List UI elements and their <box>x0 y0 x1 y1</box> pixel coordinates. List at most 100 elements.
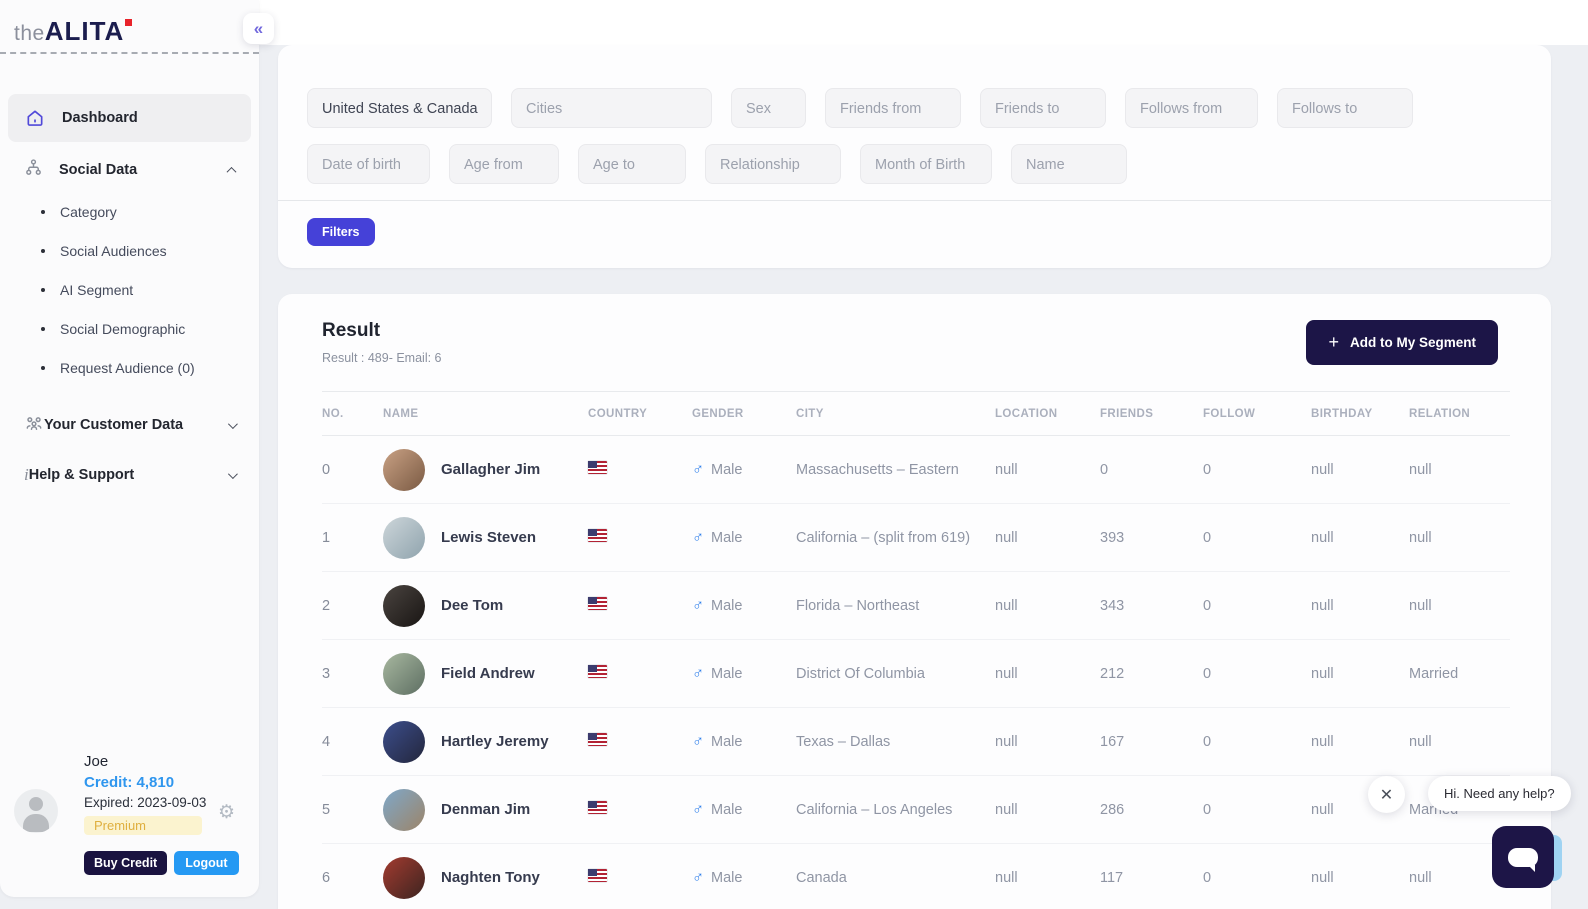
male-icon: ♂ <box>692 732 704 750</box>
cell-gender: ♂ Male <box>692 733 796 751</box>
table-row[interactable]: 1 Lewis Steven ♂ Male California – (split… <box>322 504 1510 572</box>
table-row[interactable]: 3 Field Andrew ♂ Male District Of Columbi… <box>322 640 1510 708</box>
sidebar-item-dashboard[interactable]: Dashboard <box>8 94 251 142</box>
cell-relation: null <box>1409 869 1432 886</box>
us-flag-icon <box>588 597 607 610</box>
result-table: NO. NAME COUNTRY GENDER CITY LOCATION FR… <box>322 391 1510 909</box>
add-to-segment-button[interactable]: + Add to My Segment <box>1306 320 1498 365</box>
cell-follow: 0 <box>1203 733 1212 750</box>
filter-input-relationship[interactable]: Relationship <box>705 144 841 184</box>
column-header-gender[interactable]: GENDER <box>692 407 744 420</box>
sidebar-group-customer-data[interactable]: Your Customer Data <box>8 403 251 447</box>
person-name: Denman Jim <box>441 801 531 818</box>
column-header-birthday[interactable]: BIRTHDAY <box>1311 407 1373 420</box>
plus-icon: + <box>1328 332 1339 352</box>
sidebar-item-social-audiences[interactable]: Social Audiences <box>41 231 251 270</box>
cell-location: null <box>995 869 1018 886</box>
table-row[interactable]: 2 Dee Tom ♂ Male Florida – Northeast null… <box>322 572 1510 640</box>
cell-location: null <box>995 665 1018 682</box>
gender-label: Male <box>711 597 743 614</box>
cell-country <box>588 869 692 886</box>
home-icon <box>24 108 46 128</box>
sidebar-item-label: Dashboard <box>62 110 138 126</box>
person-name: Naghten Tony <box>441 869 540 886</box>
us-flag-icon <box>588 733 607 746</box>
sidebar-item-category[interactable]: Category <box>41 192 251 231</box>
cell-friends: 167 <box>1100 733 1125 750</box>
filter-input-name[interactable]: Name <box>1011 144 1127 184</box>
table-row[interactable]: 6 Naghten Tony ♂ Male Canada null 117 0 n… <box>322 844 1510 909</box>
result-title: Result <box>322 320 381 341</box>
filter-input-follows-to[interactable]: Follows to <box>1277 88 1413 128</box>
bullet-icon <box>41 248 45 253</box>
logout-button[interactable]: Logout <box>174 851 239 875</box>
chevron-down-icon <box>227 418 238 429</box>
sidebar-item-social-demographic[interactable]: Social Demographic <box>41 309 251 348</box>
cell-name: Naghten Tony <box>383 856 588 899</box>
filter-divider <box>278 200 1551 201</box>
cell-friends: 212 <box>1100 665 1125 682</box>
cell-birthday: null <box>1311 597 1334 614</box>
filter-input-date-of-birth[interactable]: Date of birth <box>307 144 430 184</box>
cell-relation: null <box>1409 733 1432 750</box>
column-header-name[interactable]: NAME <box>383 407 419 420</box>
filter-input-friends-from[interactable]: Friends from <box>825 88 961 128</box>
double-chevron-left-icon: « <box>253 18 264 38</box>
column-header-city[interactable]: CITY <box>796 407 824 420</box>
cell-country <box>588 597 692 614</box>
filter-input-age-from[interactable]: Age from <box>449 144 559 184</box>
us-flag-icon <box>588 665 607 678</box>
cell-country <box>588 733 692 750</box>
table-row[interactable]: 0 Gallagher Jim ♂ Male Massachusetts – Ea… <box>322 436 1510 504</box>
filter-input-cities[interactable]: Cities <box>511 88 712 128</box>
column-header-follow[interactable]: FOLLOW <box>1203 407 1256 420</box>
cell-friends: 343 <box>1100 597 1125 614</box>
sidebar-group-help-support[interactable]: i Help & Support <box>8 453 251 497</box>
gender-label: Male <box>711 801 743 818</box>
avatar <box>383 448 425 491</box>
sitemap-icon <box>24 158 43 182</box>
filter-input-month-of-birth[interactable]: Month of Birth <box>860 144 992 184</box>
filter-input-united-states-canada[interactable]: United States & Canada <box>307 88 492 128</box>
male-icon: ♂ <box>692 664 704 682</box>
column-header-friends[interactable]: FRIENDS <box>1100 407 1154 420</box>
cell-location: null <box>995 801 1018 818</box>
sidebar-item-ai-segment[interactable]: AI Segment <box>41 270 251 309</box>
column-header-location[interactable]: LOCATION <box>995 407 1058 420</box>
chat-launcher-button[interactable] <box>1492 826 1554 888</box>
gender-label: Male <box>711 665 743 682</box>
filter-input-friends-to[interactable]: Friends to <box>980 88 1106 128</box>
cell-name: Denman Jim <box>383 788 588 831</box>
bullet-icon <box>41 209 45 214</box>
filters-button[interactable]: Filters <box>307 218 375 246</box>
table-header-row: NO. NAME COUNTRY GENDER CITY LOCATION FR… <box>322 391 1510 436</box>
sidebar-item-request-audience[interactable]: Request Audience (0) <box>41 348 251 387</box>
filter-row-2: Date of birth Age from Age to Relationship M… <box>307 144 1551 184</box>
column-header-relation[interactable]: RELATION <box>1409 407 1471 420</box>
cell-friends: 393 <box>1100 529 1125 546</box>
avatar <box>383 516 425 559</box>
gear-icon[interactable]: ⚙ <box>217 802 235 823</box>
close-icon: ✕ <box>1379 786 1394 804</box>
table-row[interactable]: 5 Denman Jim ♂ Male California – Los Ange… <box>322 776 1510 844</box>
table-row[interactable]: 4 Hartley Jeremy ♂ Male Texas – Dallas nu… <box>322 708 1510 776</box>
sidebar-collapse-button[interactable]: « <box>243 13 274 44</box>
filter-input-age-to[interactable]: Age to <box>578 144 686 184</box>
cell-country <box>588 529 692 546</box>
filter-input-follows-from[interactable]: Follows from <box>1125 88 1258 128</box>
filter-input-sex[interactable]: Sex <box>731 88 806 128</box>
buy-credit-button[interactable]: Buy Credit <box>84 851 168 875</box>
chat-greeting[interactable]: Hi. Need any help? <box>1428 776 1571 811</box>
cell-birthday: null <box>1311 665 1334 682</box>
column-header-country[interactable]: COUNTRY <box>588 407 648 420</box>
column-header-no[interactable]: NO. <box>322 407 344 420</box>
sidebar: theALITA Dashboard Social Data Category … <box>0 0 259 897</box>
person-name: Dee Tom <box>441 597 504 614</box>
us-flag-icon <box>588 801 607 814</box>
sidebar-group-label: Your Customer Data <box>44 417 184 433</box>
cell-name: Hartley Jeremy <box>383 720 588 763</box>
chat-close-button[interactable]: ✕ <box>1368 776 1405 813</box>
sidebar-group-social-data[interactable]: Social Data <box>8 148 251 192</box>
cell-gender: ♂ Male <box>692 801 796 819</box>
person-name: Field Andrew <box>441 665 535 682</box>
